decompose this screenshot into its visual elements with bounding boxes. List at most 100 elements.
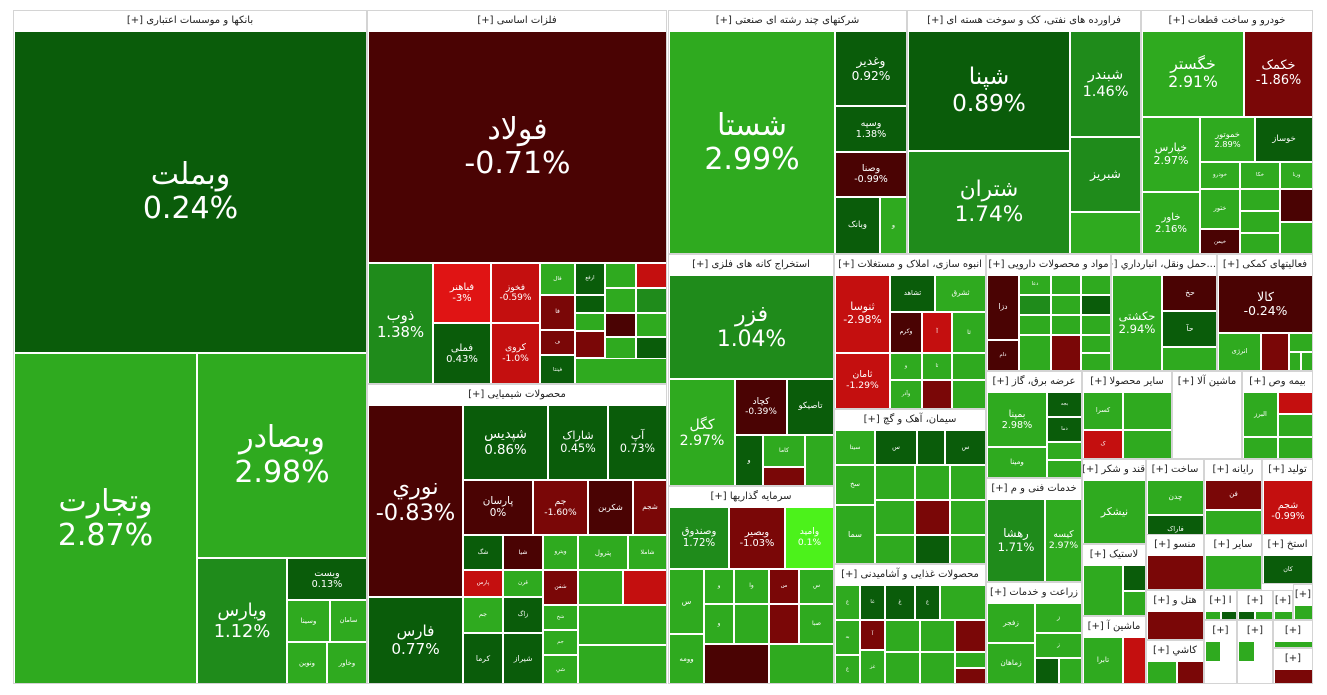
stock-tile[interactable]: ویارس 1.12% [197, 558, 287, 683]
stock-tile[interactable]: شجم -0.99% [1263, 480, 1312, 543]
stock-tile[interactable]: شتران 1.74% [908, 151, 1070, 253]
stock-tile[interactable]: قرن [503, 570, 543, 597]
stock-tile[interactable]: جم -1.60% [533, 480, 588, 535]
stock-tile[interactable] [952, 380, 985, 408]
sector-title[interactable]: کاشي [+] [1147, 641, 1203, 661]
stock-tile[interactable]: فن [1205, 480, 1261, 510]
stock-tile[interactable]: وبست 0.13% [287, 558, 366, 600]
stock-tile[interactable]: به [835, 620, 860, 655]
stock-tile[interactable]: سیتا [835, 430, 875, 465]
stock-tile[interactable] [1147, 611, 1203, 639]
sector-title[interactable]: استخ [+] [1263, 535, 1312, 555]
stock-tile[interactable]: ذوب 1.38% [368, 263, 433, 383]
sector-title[interactable]: شرکتهای چند رشته ای صنعتی [+] [669, 11, 906, 31]
stock-tile[interactable]: فخوز -0.59% [491, 263, 540, 323]
stock-tile[interactable] [922, 380, 952, 408]
stock-tile[interactable]: ثنوسا -2.98% [835, 275, 890, 353]
stock-tile[interactable] [578, 570, 623, 605]
stock-tile[interactable] [885, 620, 920, 652]
stock-tile[interactable]: ختور [1200, 189, 1240, 229]
stock-tile[interactable]: فزر 1.04% [669, 275, 833, 379]
stock-tile[interactable] [1081, 335, 1110, 353]
stock-tile[interactable]: ف [540, 330, 575, 355]
stock-tile[interactable] [952, 353, 985, 380]
stock-tile[interactable]: وسپه 1.38% [835, 106, 906, 152]
stock-tile[interactable] [1047, 442, 1081, 460]
sector-title[interactable]: مواد و محصولات دارویی [+] [987, 255, 1110, 275]
stock-tile[interactable]: شاراک 0.45% [548, 405, 608, 480]
stock-tile[interactable]: شکربن [588, 480, 633, 535]
stock-tile[interactable] [920, 652, 955, 683]
stock-tile[interactable]: شگ [463, 535, 503, 570]
stock-tile[interactable] [1070, 212, 1140, 253]
stock-tile[interactable] [605, 288, 636, 313]
sector-title[interactable]: سرمایه گذاریها [+] [669, 487, 833, 507]
stock-tile[interactable]: وا [734, 569, 769, 604]
stock-tile[interactable]: زفجر [987, 603, 1035, 643]
stock-tile[interactable]: خودرو [1200, 162, 1240, 189]
stock-tile[interactable]: و [880, 197, 906, 253]
stock-tile[interactable]: و [735, 435, 763, 485]
stock-tile[interactable]: بجه [1047, 392, 1081, 417]
stock-tile[interactable]: شیراز [503, 633, 543, 683]
sector-title[interactable]: ا [+] [1205, 591, 1236, 611]
stock-tile[interactable] [1240, 211, 1280, 233]
stock-tile[interactable]: شاملا [628, 535, 666, 570]
sector-title[interactable]: خودرو و ساخت قطعات [+] [1142, 11, 1312, 31]
sector-title[interactable]: انبوه سازی، املاک و مستغلات [+] [835, 255, 985, 275]
stock-tile[interactable] [950, 535, 985, 563]
sector-title[interactable]: بانکها و موسسات اعتباری [+] [14, 11, 366, 31]
sector-title[interactable]: بیمه وص [+] [1243, 372, 1312, 392]
stock-tile[interactable]: ز [1035, 603, 1081, 633]
sector-title[interactable]: [+] [1274, 591, 1292, 611]
stock-tile[interactable] [1147, 555, 1203, 589]
stock-tile[interactable] [1294, 605, 1312, 619]
stock-tile[interactable] [704, 644, 769, 683]
stock-tile[interactable] [915, 535, 950, 563]
sector-title[interactable]: [+] [1274, 649, 1312, 669]
stock-tile[interactable]: دعا [1019, 275, 1051, 295]
stock-tile[interactable] [1147, 661, 1177, 683]
stock-tile[interactable] [578, 605, 666, 645]
stock-tile[interactable]: آ [860, 620, 885, 650]
stock-tile[interactable] [636, 337, 666, 361]
stock-tile[interactable]: غ [885, 585, 915, 620]
stock-tile[interactable] [605, 263, 636, 288]
stock-tile[interactable]: حخ [1162, 275, 1216, 311]
stock-tile[interactable] [1051, 315, 1081, 335]
stock-tile[interactable]: وبصیر -1.03% [729, 507, 785, 569]
stock-tile[interactable]: شفن [543, 570, 578, 605]
stock-tile[interactable]: کرما [463, 633, 503, 683]
stock-tile[interactable]: خگستر 2.91% [1142, 31, 1244, 117]
sector-title[interactable]: [+] [1294, 585, 1312, 605]
stock-tile[interactable] [955, 652, 985, 668]
stock-tile[interactable] [636, 263, 666, 288]
stock-tile[interactable] [1051, 275, 1081, 295]
stock-tile[interactable] [1301, 352, 1312, 370]
stock-tile[interactable] [769, 604, 799, 644]
stock-tile[interactable] [920, 620, 955, 652]
stock-tile[interactable] [1081, 275, 1110, 295]
stock-tile[interactable]: شبریز [1070, 137, 1140, 212]
stock-tile[interactable] [950, 500, 985, 535]
stock-tile[interactable]: و [704, 604, 734, 644]
stock-tile[interactable] [734, 604, 769, 644]
sector-title[interactable]: استخراج کانه های فلزی [+] [669, 255, 833, 275]
stock-tile[interactable] [1238, 611, 1255, 619]
stock-tile[interactable]: س [669, 569, 704, 634]
stock-tile[interactable]: و [704, 569, 734, 604]
stock-tile[interactable] [1051, 295, 1081, 315]
stock-tile[interactable]: پارس [463, 570, 503, 597]
stock-tile[interactable] [885, 652, 920, 683]
stock-tile[interactable] [1280, 189, 1312, 222]
stock-tile[interactable] [578, 645, 666, 683]
sector-title[interactable]: [+] [1274, 621, 1312, 641]
stock-tile[interactable]: ویترو [543, 535, 578, 570]
stock-tile[interactable]: شیا [503, 535, 543, 570]
stock-tile[interactable]: صبا [799, 604, 833, 644]
stock-tile[interactable]: ثا [952, 312, 985, 353]
stock-tile[interactable] [1177, 661, 1203, 683]
stock-tile[interactable]: دزا [987, 275, 1019, 340]
sector-title[interactable]: سایر [+] [1205, 535, 1261, 555]
stock-tile[interactable] [623, 570, 666, 605]
